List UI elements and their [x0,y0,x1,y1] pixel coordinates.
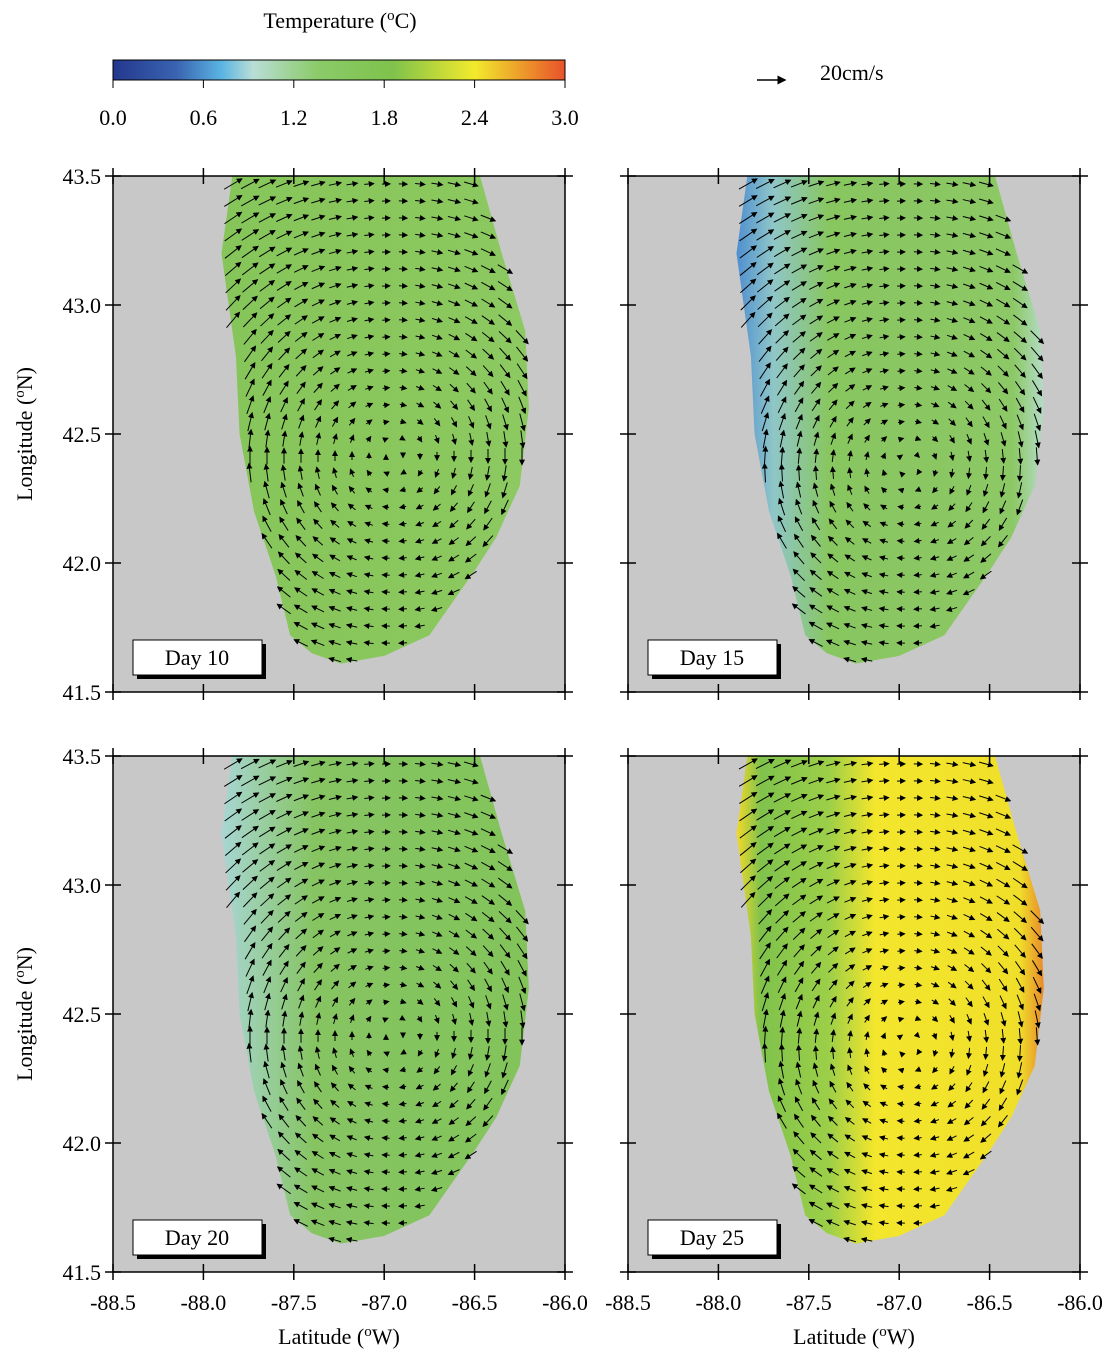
text: Longitude ( [12,978,37,1081]
flow-arrow [914,1172,922,1173]
colorbar-tick-label: 1.2 [280,105,308,130]
flow-arrow [897,1138,904,1139]
colorbar-tick-label: 1.8 [370,105,398,130]
flow-arrow [399,320,407,321]
y-tick-label: 42.0 [63,1131,102,1156]
flow-arrow [898,968,905,969]
flow-arrow [898,388,905,389]
y-tick-label: 41.5 [63,1260,102,1285]
flow-arrow [914,934,922,935]
flow-arrow [898,541,905,542]
panel-label: Day 10 [165,645,229,670]
flow-arrow [914,609,922,610]
x-tick-label: -88.0 [695,1290,741,1315]
flow-arrow [383,951,390,952]
x-tick-label: -88.5 [605,1290,651,1315]
scale-label: 20cm/s [820,60,884,85]
text: o [12,390,28,398]
flow-arrow [914,354,922,355]
colorbar [113,60,565,80]
panel-label: Day 15 [680,645,744,670]
flow-arrow [383,1104,390,1105]
flow-arrow [399,303,407,304]
y-tick-label: 42.0 [63,551,102,576]
text: o [12,970,28,978]
flow-arrow [399,1155,407,1156]
x-axis-label: Latitude (oW) [278,1324,400,1349]
text: W) [887,1324,915,1349]
y-tick-label: 43.0 [63,873,102,898]
y-tick-label: 43.5 [63,744,102,769]
flow-arrow [897,371,904,372]
x-tick-label: -87.0 [876,1290,922,1315]
flow-arrow [399,575,407,576]
text: Longitude ( [12,398,37,501]
text: W) [372,1324,400,1349]
flow-arrow [399,337,407,338]
text: o [364,1324,372,1340]
x-axis-label: Latitude (oW) [793,1324,915,1349]
text: o [387,8,395,24]
text: Latitude ( [793,1324,879,1349]
colorbar-tick-label: 3.0 [551,105,579,130]
flow-arrow [383,1121,390,1122]
flow-arrow [897,951,904,952]
y-tick-label: 42.5 [63,422,102,447]
flow-arrow [914,320,922,321]
colorbar-tick-label: 0.6 [190,105,218,130]
flow-arrow [914,1155,922,1156]
x-tick-label: -88.5 [90,1290,136,1315]
flow-arrow [914,917,922,918]
x-tick-label: -86.5 [452,1290,498,1315]
flow-arrow [399,917,407,918]
panel-label: Day 20 [165,1225,229,1250]
y-axis-label: Longitude (oN) [12,947,37,1081]
flow-arrow [897,558,904,559]
flow-arrow [383,968,390,969]
flow-arrow [399,609,407,610]
y-tick-label: 42.5 [63,1002,102,1027]
flow-arrow [383,388,390,389]
flow-arrow [898,1121,905,1122]
flow-arrow [914,1189,922,1190]
y-tick-label: 43.0 [63,293,102,318]
flow-arrow [399,592,407,593]
flow-arrow [383,524,390,525]
text: C) [395,8,417,33]
y-tick-label: 41.5 [63,680,102,705]
colorbar-tick-label: 2.4 [461,105,489,130]
flow-arrow [914,592,922,593]
x-tick-label: -86.0 [1057,1290,1103,1315]
x-tick-label: -86.0 [542,1290,588,1315]
text: Temperature ( [263,8,387,33]
flow-arrow [914,575,922,576]
y-axis-label: Longitude (oN) [12,367,37,501]
colorbar-tick-label: 0.0 [99,105,127,130]
flow-arrow [383,371,390,372]
x-tick-label: -87.5 [271,1290,317,1315]
panel-label: Day 25 [680,1225,744,1250]
y-tick-label: 43.5 [63,164,102,189]
text: o [879,1324,887,1340]
colorbar-title: Temperature (oC) [263,8,416,33]
flow-arrow [399,1172,407,1173]
text: N) [12,367,37,390]
flow-arrow [399,1189,407,1190]
flow-arrow [399,883,407,884]
x-tick-label: -87.5 [786,1290,832,1315]
x-tick-label: -87.0 [361,1290,407,1315]
flow-arrow [383,541,390,542]
x-tick-label: -88.0 [180,1290,226,1315]
x-tick-label: -86.5 [967,1290,1013,1315]
flow-arrow [399,900,407,901]
flow-arrow [914,337,922,338]
text: Latitude ( [278,1324,364,1349]
flow-arrow [914,900,922,901]
text: N) [12,947,37,970]
